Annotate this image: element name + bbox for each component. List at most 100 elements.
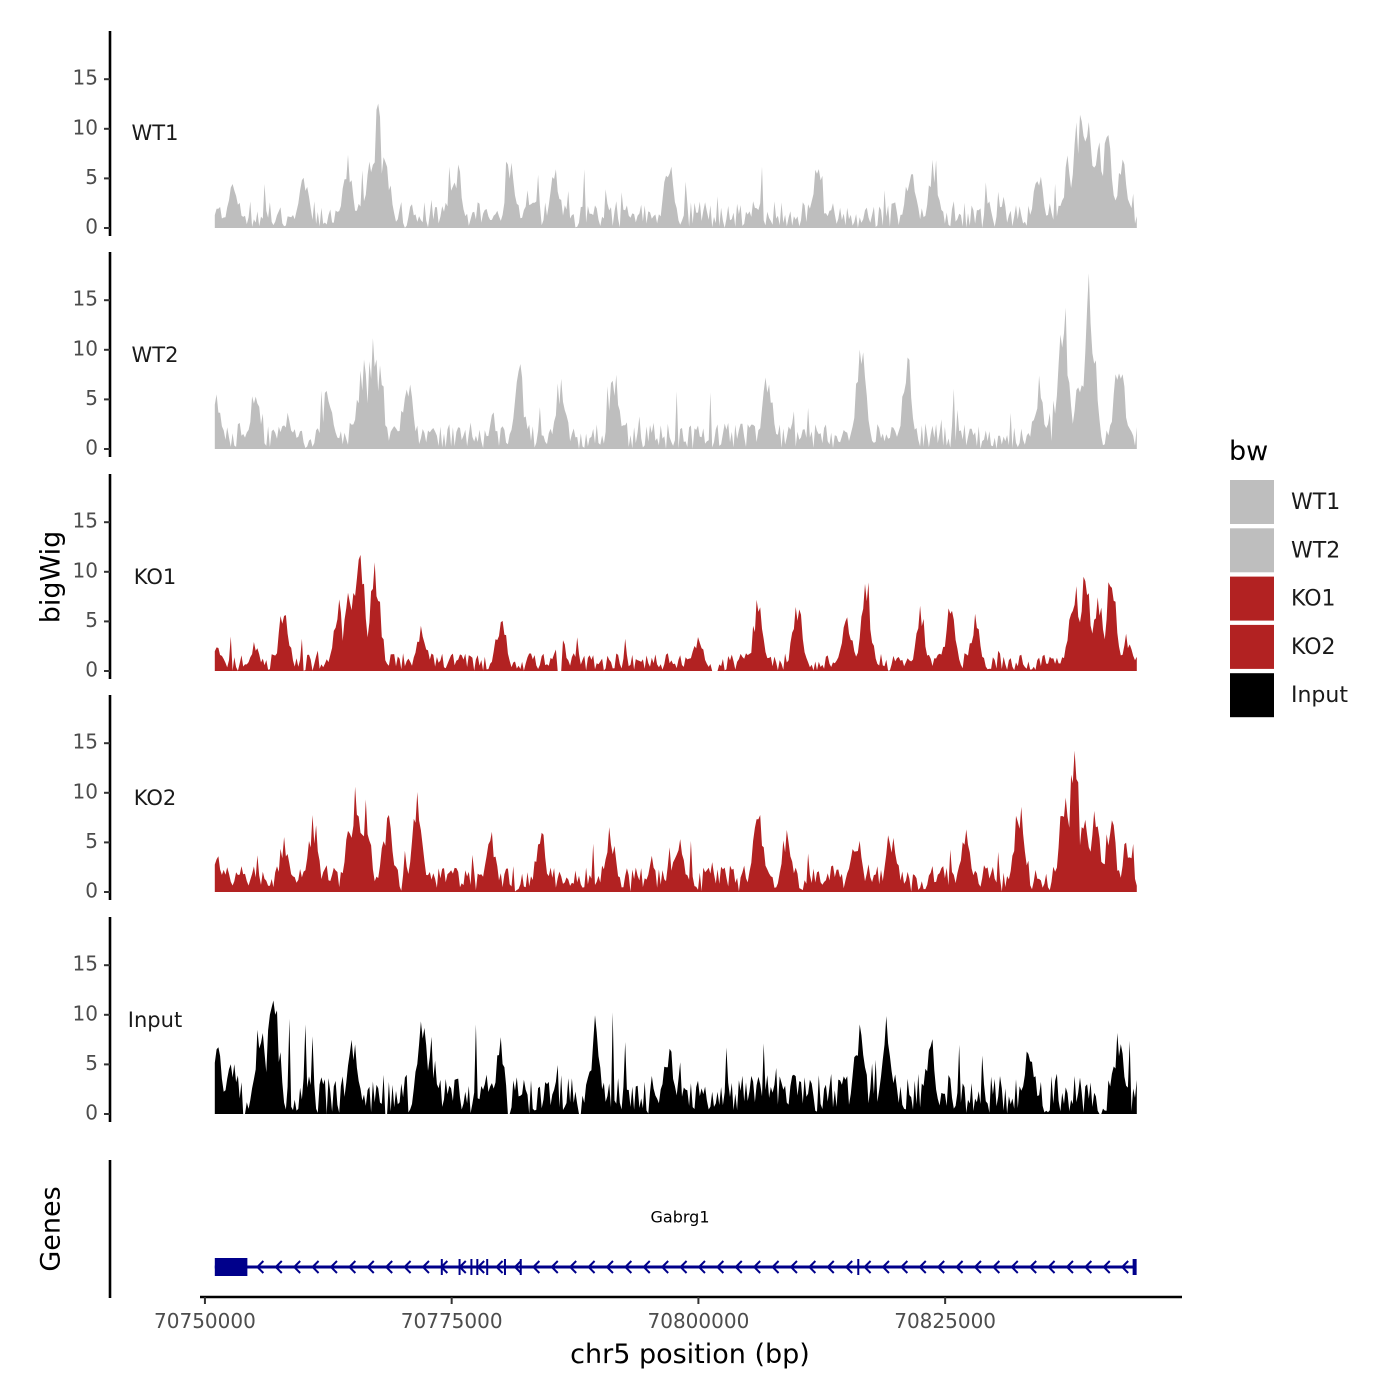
y-tick-label: 5 bbox=[85, 829, 98, 853]
y-tick-label: 0 bbox=[85, 879, 98, 903]
strand-arrow bbox=[789, 1260, 798, 1274]
strand-arrow bbox=[531, 1260, 541, 1274]
gene-exon bbox=[1132, 1259, 1137, 1275]
y-tick-label: 5 bbox=[85, 165, 98, 189]
strand-arrow bbox=[1102, 1260, 1111, 1274]
y-tick-label: 15 bbox=[73, 287, 98, 311]
y-tick-label: 10 bbox=[73, 779, 98, 803]
legend-item-ko1: KO1 bbox=[1230, 576, 1336, 621]
strand-arrow bbox=[1047, 1260, 1056, 1274]
y-axis-title: bigWig bbox=[36, 531, 67, 624]
panel-label: WT2 bbox=[132, 343, 179, 367]
strand-arrow bbox=[550, 1260, 559, 1274]
y-tick-label: 5 bbox=[85, 1051, 98, 1075]
y-tick-label: 15 bbox=[73, 509, 98, 533]
y-tick-label: 0 bbox=[85, 215, 98, 239]
strand-arrow bbox=[513, 1260, 522, 1274]
tracks-group: 0 5 10 15 WT1 0 5 10 15 WT2 0 5 10 15 KO1 0 5 10 15 KO2 0 5 10… bbox=[73, 31, 1137, 1125]
legend-swatch bbox=[1230, 480, 1274, 524]
strand-arrow bbox=[347, 1260, 357, 1274]
y-tick-label: 10 bbox=[73, 115, 98, 139]
panel-label: WT1 bbox=[132, 121, 179, 145]
y-tick-label: 10 bbox=[73, 1001, 98, 1025]
strand-arrow bbox=[384, 1260, 393, 1274]
strand-arrow bbox=[1120, 1260, 1129, 1274]
strand-arrow bbox=[899, 1260, 909, 1274]
strand-arrow bbox=[623, 1260, 633, 1274]
strand-arrow bbox=[329, 1260, 338, 1274]
legend: bw WT1 WT2 KO1 KO2 Input bbox=[1229, 436, 1348, 718]
strand-arrow bbox=[311, 1260, 320, 1274]
y-tick-label: 15 bbox=[73, 952, 98, 976]
area-wt2 bbox=[214, 273, 1137, 449]
strand-arrow bbox=[476, 1260, 485, 1274]
strand-arrow bbox=[274, 1260, 283, 1274]
genes-axis-title: Genes bbox=[36, 1186, 67, 1271]
strand-arrow bbox=[1083, 1260, 1093, 1274]
strand-arrow bbox=[752, 1260, 761, 1274]
legend-swatch bbox=[1230, 576, 1274, 621]
strand-arrow bbox=[458, 1260, 467, 1274]
area-wt1 bbox=[214, 103, 1137, 228]
legend-item-wt1: WT1 bbox=[1230, 480, 1340, 524]
strand-arrow bbox=[495, 1260, 504, 1274]
strand-arrow bbox=[421, 1260, 430, 1274]
strand-arrow bbox=[292, 1260, 301, 1274]
track-wt1: 0 5 10 15 WT1 bbox=[73, 31, 1137, 239]
gene-exon bbox=[214, 1258, 248, 1276]
strand-arrow bbox=[955, 1260, 964, 1274]
legend-swatch bbox=[1230, 673, 1274, 718]
strand-arrow bbox=[1065, 1260, 1074, 1274]
strand-arrow bbox=[679, 1260, 688, 1274]
y-tick-label: 10 bbox=[73, 336, 98, 360]
panel-label: KO2 bbox=[134, 786, 177, 810]
strand-arrow bbox=[771, 1260, 780, 1274]
legend-label: KO1 bbox=[1291, 587, 1336, 612]
y-tick-label: 10 bbox=[73, 558, 98, 582]
legend-label: Input bbox=[1291, 683, 1348, 708]
strand-arrow bbox=[807, 1260, 817, 1274]
strand-arrow bbox=[697, 1260, 706, 1274]
legend-label: KO2 bbox=[1291, 635, 1336, 660]
legend-label: WT2 bbox=[1291, 538, 1340, 563]
area-ko1 bbox=[214, 554, 1137, 671]
panel-label: Input bbox=[128, 1008, 182, 1032]
strand-arrow bbox=[918, 1260, 927, 1274]
track-wt2: 0 5 10 15 WT2 bbox=[73, 252, 1137, 460]
strand-arrow bbox=[660, 1260, 669, 1274]
legend-label: WT1 bbox=[1291, 490, 1340, 515]
legend-item-ko2: KO2 bbox=[1230, 624, 1336, 669]
y-tick-label: 0 bbox=[85, 436, 98, 460]
area-input bbox=[214, 1000, 1137, 1114]
legend-swatch bbox=[1230, 528, 1274, 573]
strand-arrow bbox=[991, 1260, 1001, 1274]
y-tick-label: 15 bbox=[73, 66, 98, 90]
legend-title: bw bbox=[1229, 436, 1268, 467]
strand-arrow bbox=[844, 1260, 853, 1274]
strand-arrow bbox=[936, 1260, 945, 1274]
y-tick-label: 5 bbox=[85, 386, 98, 410]
legend-swatch bbox=[1230, 624, 1274, 669]
strand-arrow bbox=[1028, 1260, 1037, 1274]
strand-arrow bbox=[1010, 1260, 1019, 1274]
strand-arrow bbox=[863, 1260, 872, 1274]
x-tick-label: 70825000 bbox=[894, 1309, 996, 1333]
strand-arrow bbox=[826, 1260, 835, 1274]
legend-item-input: Input bbox=[1230, 673, 1348, 718]
track-ko1: 0 5 10 15 KO1 bbox=[73, 474, 1137, 682]
legend-item-wt2: WT2 bbox=[1230, 528, 1340, 573]
area-ko2 bbox=[214, 750, 1137, 892]
track-ko2: 0 5 10 15 KO2 bbox=[73, 695, 1137, 903]
strand-arrow bbox=[255, 1260, 265, 1274]
x-tick-label: 70775000 bbox=[401, 1309, 503, 1333]
x-tick-label: 70800000 bbox=[648, 1309, 750, 1333]
y-tick-label: 5 bbox=[85, 608, 98, 632]
x-axis-title: chr5 position (bp) bbox=[570, 1339, 810, 1370]
strand-arrow bbox=[881, 1260, 890, 1274]
y-tick-label: 0 bbox=[85, 658, 98, 682]
strand-arrow bbox=[403, 1260, 412, 1274]
